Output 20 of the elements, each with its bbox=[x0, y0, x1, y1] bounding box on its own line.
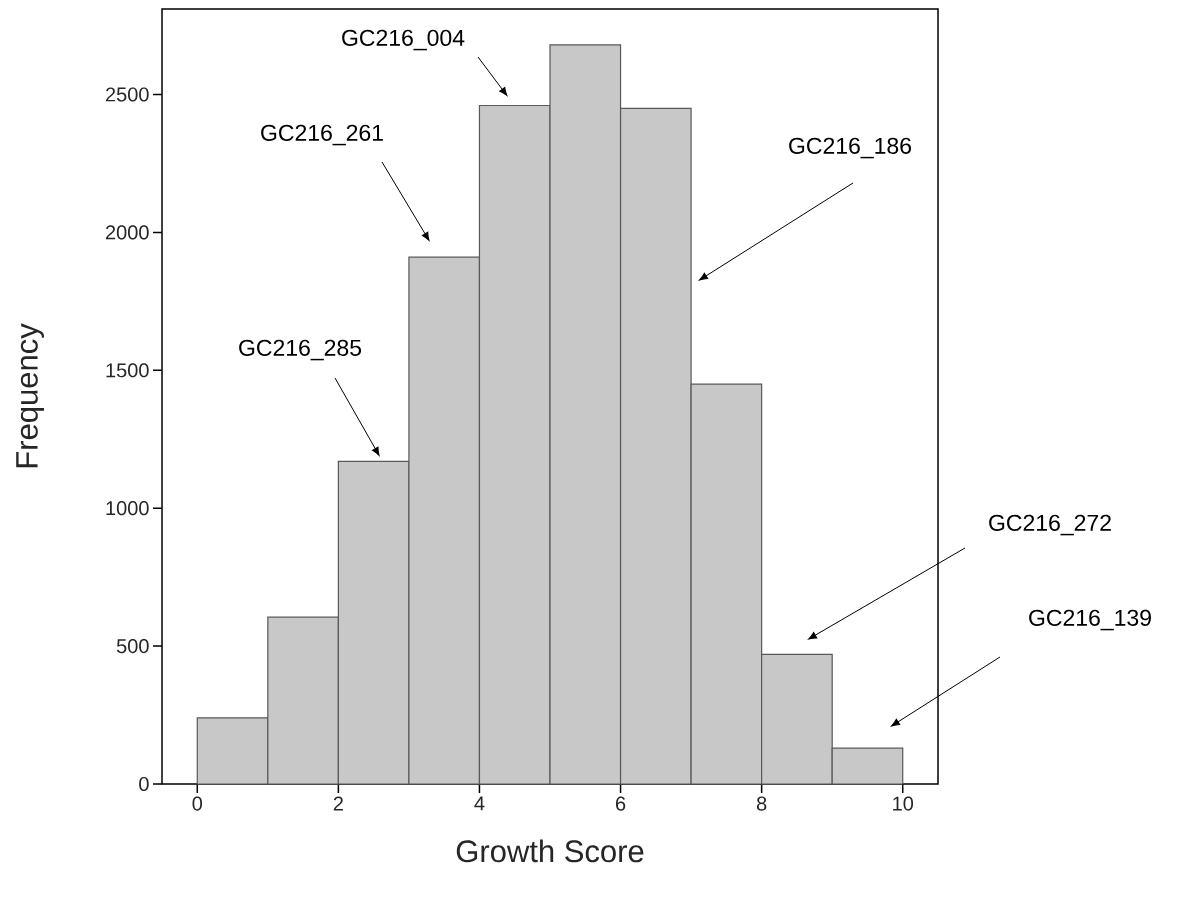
y-tick-label: 2500 bbox=[105, 87, 149, 102]
annotation: GC216_004 bbox=[342, 29, 465, 51]
x-tick-label: 4 bbox=[474, 796, 485, 811]
annotation: GC216_285 bbox=[239, 339, 362, 361]
y-tick-label: 0 bbox=[139, 776, 149, 792]
x-tick-label: 6 bbox=[616, 796, 626, 811]
x-tick-label: 0 bbox=[192, 796, 203, 811]
y-tick-label: 2000 bbox=[105, 225, 149, 240]
annotation: GC216_186 bbox=[789, 137, 911, 159]
text: GC216_139 bbox=[1029, 609, 1151, 631]
y-tick-label: 1500 bbox=[106, 363, 149, 378]
x-tick-label: 2 bbox=[333, 796, 343, 811]
y-tick-label: 500 bbox=[116, 639, 149, 654]
y-tick-label: 1000 bbox=[106, 501, 149, 516]
x-tick-label: 8 bbox=[756, 796, 767, 811]
y-axis-title: Frequency bbox=[16, 323, 44, 468]
text: GC216_272 bbox=[989, 514, 1111, 536]
x-tick-label: 10 bbox=[893, 796, 914, 811]
x-axis-title: Growth Score bbox=[456, 839, 644, 863]
annotation: GC216_261 bbox=[261, 124, 383, 146]
